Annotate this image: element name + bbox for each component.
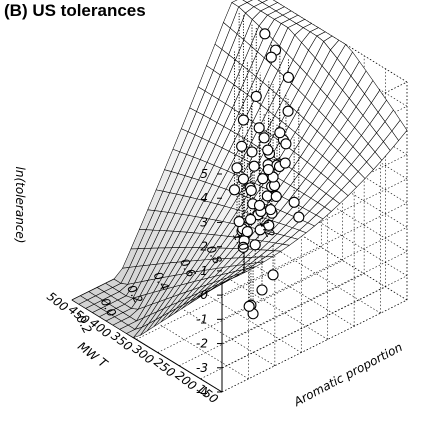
data-point bbox=[254, 224, 266, 236]
z-axis-label: ln(tolerance) bbox=[13, 167, 27, 244]
z-tick-label: -4 bbox=[196, 385, 208, 399]
data-point bbox=[237, 114, 249, 126]
data-point bbox=[288, 196, 300, 208]
data-point bbox=[245, 184, 257, 197]
z-tick-label: 0 bbox=[200, 288, 208, 302]
grid-line bbox=[98, 286, 249, 380]
data-point bbox=[236, 140, 248, 152]
data-point bbox=[258, 132, 270, 144]
data-point bbox=[263, 219, 275, 231]
data-point bbox=[241, 226, 253, 238]
y-axis-label: Aromatic proportion bbox=[291, 340, 405, 410]
surface-cell bbox=[71, 295, 88, 305]
z-tick-label: 2 bbox=[200, 240, 208, 254]
data-point bbox=[265, 204, 277, 216]
data-point bbox=[228, 184, 241, 196]
data-point bbox=[280, 138, 292, 150]
data-point bbox=[279, 157, 291, 169]
grid-line bbox=[179, 273, 365, 366]
data-point bbox=[237, 173, 249, 185]
surface-cell bbox=[242, 0, 253, 3]
data-point bbox=[253, 199, 266, 211]
data-point bbox=[257, 173, 269, 185]
fitted-surface bbox=[71, 0, 408, 339]
z-tick-label: 4 bbox=[200, 191, 208, 205]
data-point bbox=[249, 239, 261, 251]
data-point bbox=[245, 213, 257, 225]
grid-line bbox=[124, 273, 276, 366]
grid-line bbox=[157, 260, 343, 353]
grid-line bbox=[221, 251, 408, 344]
data-point bbox=[262, 164, 274, 176]
data-point bbox=[267, 269, 279, 281]
data-point bbox=[248, 160, 260, 172]
grid-line bbox=[221, 275, 408, 369]
grid-line bbox=[221, 227, 408, 320]
z-tick-label: -1 bbox=[196, 312, 208, 326]
surface-cell bbox=[257, 0, 268, 3]
grid-line bbox=[230, 220, 381, 314]
chart-title: (B) US tolerances bbox=[4, 1, 146, 20]
grid-line bbox=[151, 260, 302, 353]
data-point bbox=[282, 71, 294, 83]
data-point bbox=[256, 284, 268, 296]
data-point bbox=[262, 144, 274, 156]
grid-line bbox=[221, 202, 408, 296]
data-point bbox=[282, 105, 294, 117]
data-point bbox=[270, 190, 282, 203]
data-points bbox=[228, 28, 305, 320]
z-tick-label: -3 bbox=[196, 361, 208, 375]
data-point bbox=[250, 90, 262, 102]
z-tick-label: 3 bbox=[200, 215, 208, 229]
z-tick-label: 5 bbox=[200, 167, 208, 181]
data-point bbox=[293, 211, 305, 223]
data-point bbox=[243, 300, 255, 312]
grid-line bbox=[203, 234, 355, 327]
data-point bbox=[265, 51, 277, 63]
grid-line bbox=[136, 247, 322, 340]
x-axis-label: MW T bbox=[75, 339, 111, 372]
grid-line bbox=[221, 299, 408, 393]
grid-line bbox=[221, 178, 408, 272]
data-point bbox=[259, 28, 271, 40]
data-point bbox=[237, 241, 249, 253]
z-tick-label: -2 bbox=[196, 337, 208, 351]
grid-line bbox=[200, 286, 386, 380]
z-tick-label: 1 bbox=[200, 264, 208, 278]
data-point bbox=[253, 122, 265, 134]
data-point bbox=[246, 146, 258, 158]
grid-line bbox=[256, 207, 408, 301]
data-point bbox=[231, 162, 243, 174]
grid-line bbox=[256, 183, 408, 277]
data-point bbox=[233, 216, 245, 228]
data-point bbox=[274, 127, 286, 139]
grid-line bbox=[221, 154, 408, 247]
y-tick-label: -0.2 bbox=[71, 309, 94, 336]
